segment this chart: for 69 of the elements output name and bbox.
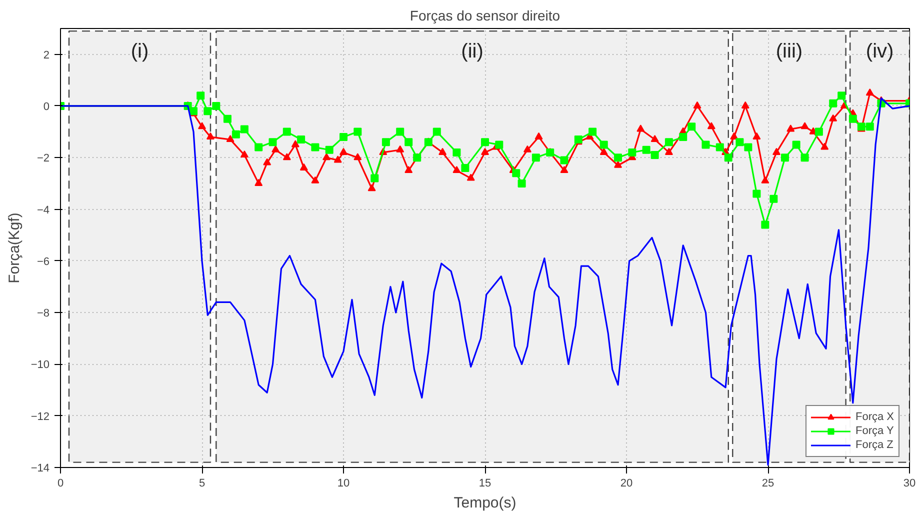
point <box>741 101 750 108</box>
y-tick-label: −6 <box>36 256 50 268</box>
band-label: (iii) <box>776 40 803 63</box>
point <box>829 114 838 122</box>
x-tick-label: 5 <box>198 478 206 490</box>
point <box>866 88 874 96</box>
y-tick-label: −8 <box>36 308 50 320</box>
point <box>664 148 673 155</box>
y-tick-label: −12 <box>30 410 50 423</box>
point <box>254 178 263 186</box>
point <box>786 124 795 132</box>
legend-label: Força X <box>855 411 894 423</box>
point <box>291 140 300 148</box>
point <box>282 153 291 160</box>
point <box>198 122 206 130</box>
y-tick-label: −4 <box>36 204 50 216</box>
point <box>481 148 489 155</box>
point <box>752 132 761 140</box>
point <box>311 176 320 184</box>
x-axis-title: Tempo(s) <box>454 494 516 512</box>
point <box>300 163 308 170</box>
point <box>820 142 829 150</box>
line-series <box>60 97 910 466</box>
y-tick-label: −10 <box>30 359 50 372</box>
band-label: (ii) <box>461 40 484 63</box>
point <box>263 158 272 166</box>
point <box>730 132 738 140</box>
point <box>534 132 543 140</box>
point <box>240 150 248 158</box>
y-tick-label: 2 <box>43 49 50 62</box>
x-tick-label: 10 <box>337 478 350 490</box>
band-label: (iv) <box>866 40 894 63</box>
point <box>226 135 234 142</box>
point <box>466 174 475 181</box>
point <box>404 166 413 174</box>
x-tick-label: 25 <box>762 478 774 490</box>
y-tick-label: −2 <box>36 152 50 165</box>
point <box>206 132 214 140</box>
point <box>322 153 331 160</box>
chart-title: Forças do sensor direito <box>410 8 560 24</box>
legend-label: Força Z <box>855 439 894 451</box>
point <box>707 122 716 130</box>
point <box>452 166 461 174</box>
point <box>523 145 532 152</box>
point <box>636 124 645 132</box>
point <box>560 166 568 174</box>
y-axis-title: Força(Kgf) <box>6 212 23 284</box>
point <box>761 176 770 184</box>
x-tick-label: 15 <box>478 478 492 490</box>
legend-label: Força Y <box>855 425 894 437</box>
point <box>354 153 362 160</box>
point <box>396 145 404 152</box>
point <box>340 148 348 155</box>
point <box>600 148 608 155</box>
point <box>800 122 809 130</box>
y-tick-label: −14 <box>30 462 50 474</box>
point <box>368 184 376 192</box>
point <box>334 156 342 163</box>
point <box>272 145 280 152</box>
point <box>693 101 702 108</box>
x-tick-label: 20 <box>620 478 633 490</box>
x-tick-label: 30 <box>903 478 916 490</box>
band-label: (i) <box>130 40 149 63</box>
point <box>650 135 659 142</box>
point <box>772 148 780 155</box>
y-tick-label: 0 <box>43 100 50 113</box>
point <box>614 160 622 168</box>
x-tick-label: 0 <box>57 478 64 490</box>
point <box>438 148 447 155</box>
